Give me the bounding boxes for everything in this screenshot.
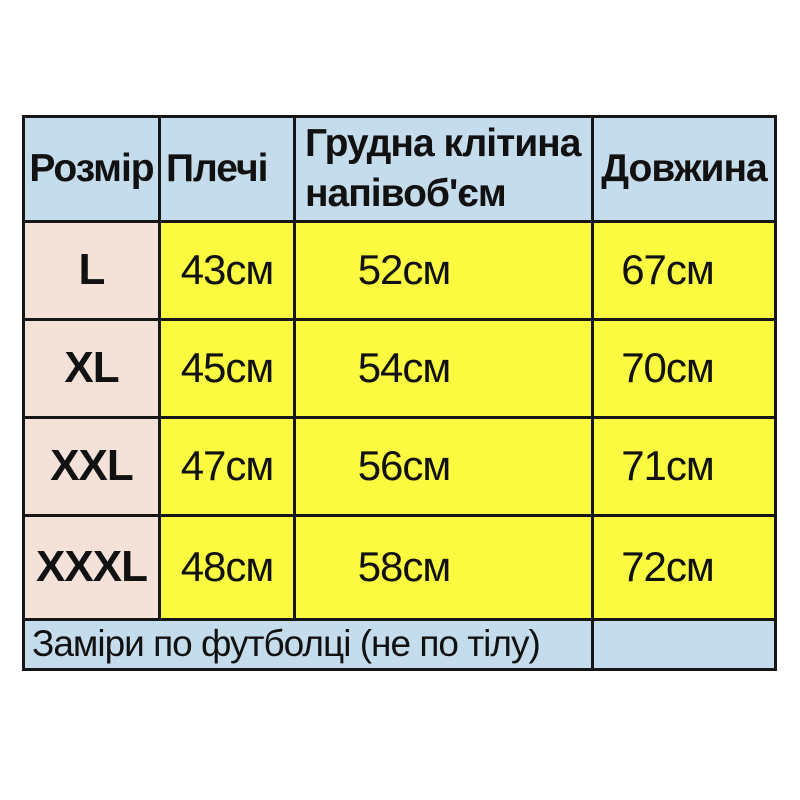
table-row-l: L 43см 52см 67см xyxy=(22,219,777,321)
footnote-empty-cell xyxy=(591,617,777,671)
shoulders-value: 45см xyxy=(158,317,296,419)
size-label: XL xyxy=(22,317,161,419)
table-row-xl: XL 45см 54см 70см xyxy=(22,317,777,419)
column-header-size: Розмір xyxy=(22,115,161,223)
length-value: 71см xyxy=(591,415,777,517)
footnote-text: Заміри по футболці (не по тілу) xyxy=(22,617,594,671)
chest-value: 54см xyxy=(293,317,594,419)
shoulders-value: 47см xyxy=(158,415,296,517)
length-value: 70см xyxy=(591,317,777,419)
shoulders-value: 48см xyxy=(158,513,296,621)
length-value: 72см xyxy=(591,513,777,621)
chest-value: 58см xyxy=(293,513,594,621)
table-row-xxl: XXL 47см 56см 71см xyxy=(22,415,777,517)
table-row-xxxl: XXXL 48см 58см 72см xyxy=(22,513,777,621)
size-label: XXXL xyxy=(22,513,161,621)
size-label: XXL xyxy=(22,415,161,517)
shoulders-value: 43см xyxy=(158,219,296,321)
footnote-row: Заміри по футболці (не по тілу) xyxy=(22,617,777,671)
length-value: 67см xyxy=(591,219,777,321)
header-row: Розмір Плечі Грудна клітина напівоб'єм Д… xyxy=(22,115,777,223)
chest-value: 52см xyxy=(293,219,594,321)
size-chart-table: Розмір Плечі Грудна клітина напівоб'єм Д… xyxy=(22,115,777,671)
size-label: L xyxy=(22,219,161,321)
column-header-chest-half: Грудна клітина напівоб'єм xyxy=(293,115,594,223)
column-header-shoulders: Плечі xyxy=(158,115,296,223)
chest-value: 56см xyxy=(293,415,594,517)
column-header-length: Довжина xyxy=(591,115,777,223)
